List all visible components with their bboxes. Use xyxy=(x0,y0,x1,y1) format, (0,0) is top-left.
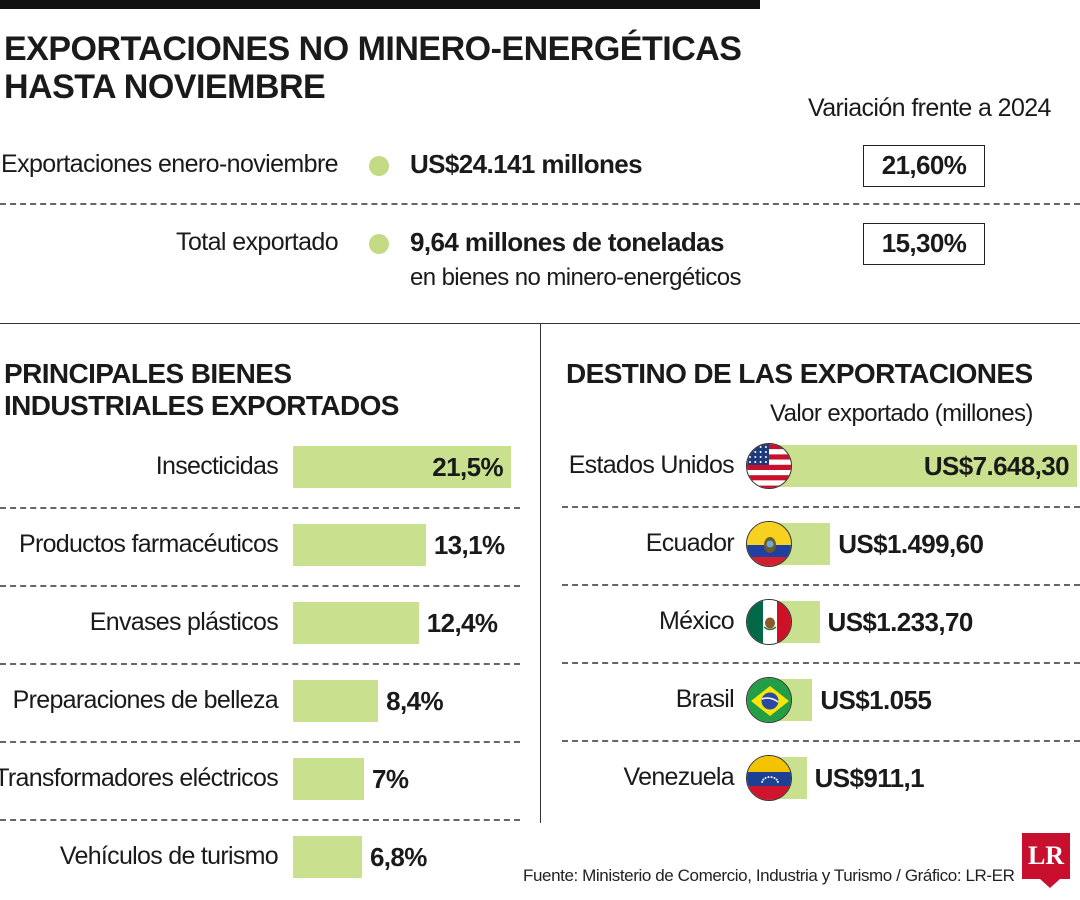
goods-value-label: 6,8% xyxy=(369,842,427,872)
divider xyxy=(0,507,520,509)
lr-logo-tail xyxy=(1040,879,1060,888)
bullet-dot xyxy=(369,156,389,176)
goods-bar xyxy=(293,836,362,878)
goods-value-label: 12,4% xyxy=(426,608,498,638)
goods-bar xyxy=(293,446,511,488)
divider xyxy=(0,203,1080,205)
stat-label-total: Total exportado xyxy=(176,228,339,256)
destination-value-label: US$911,1 xyxy=(814,763,925,793)
goods-title: PRINCIPALES BIENES INDUSTRIALES EXPORTAD… xyxy=(4,358,399,422)
destination-value-label: US$7.648,30 xyxy=(923,451,1070,481)
divider xyxy=(0,819,520,821)
ecuador-flag-icon xyxy=(746,521,792,567)
divider xyxy=(0,663,520,665)
divider xyxy=(0,585,520,587)
source-note: Fuente: Ministerio de Comercio, Industri… xyxy=(523,866,1015,885)
title-line-2: HASTA NOVIEMBRE xyxy=(4,68,326,106)
destination-value-label: US$1.499,60 xyxy=(838,529,984,559)
destination-value-label: US$1.055 xyxy=(820,685,932,715)
goods-title-line-1: PRINCIPALES BIENES xyxy=(4,358,292,389)
stat-value-exports: US$24.141 millones xyxy=(410,149,643,179)
goods-title-line-2: INDUSTRIALES EXPORTADOS xyxy=(4,390,399,421)
goods-bar xyxy=(293,524,426,566)
goods-category-label: Vehículos de turismo xyxy=(59,842,279,870)
destinations-subtitle: Valor exportado (millones) xyxy=(770,400,1033,427)
venezuela-flag-icon xyxy=(746,755,792,801)
destination-value-label: US$1.233,70 xyxy=(827,607,974,637)
brazil-flag-icon xyxy=(746,677,792,723)
goods-value-label: 8,4% xyxy=(386,686,444,716)
usa-flag-icon xyxy=(746,443,792,489)
goods-bar xyxy=(293,602,419,644)
bullet-dot xyxy=(369,234,389,254)
destinations-title: DESTINO DE LAS EXPORTACIONES xyxy=(566,358,1033,389)
goods-category-label: Envases plásticos xyxy=(89,608,279,636)
column-divider xyxy=(540,323,541,823)
divider xyxy=(562,584,1080,586)
destination-country-label: Brasil xyxy=(675,685,735,713)
divider xyxy=(562,506,1080,508)
variation-header: Variación frente a 2024 xyxy=(808,94,1051,122)
lr-logo: LR xyxy=(1022,833,1070,879)
destination-country-label: Ecuador xyxy=(645,529,735,557)
page-title: EXPORTACIONES NO MINERO-ENERGÉTICAS HAST… xyxy=(4,30,742,106)
goods-category-label: Productos farmacéuticos xyxy=(18,530,279,558)
variation-box-total: 15,30% xyxy=(863,223,985,265)
goods-category-label: Transformadores eléctricos xyxy=(0,764,279,792)
title-line-1: EXPORTACIONES NO MINERO-ENERGÉTICAS xyxy=(4,30,742,68)
goods-value-label: 7% xyxy=(371,764,409,794)
top-rule xyxy=(0,0,760,9)
goods-category-label: Insecticidas xyxy=(155,452,279,480)
destination-country-label: Venezuela xyxy=(623,763,735,791)
divider xyxy=(0,741,520,743)
stat-label-exports: Exportaciones enero-noviembre xyxy=(1,150,339,178)
divider xyxy=(562,662,1080,664)
variation-box-exports: 21,60% xyxy=(863,145,985,187)
stat-value-total: 9,64 millones de toneladas xyxy=(410,227,724,257)
stat-sub-total: en bienes no minero-energéticos xyxy=(410,264,742,291)
goods-value-label: 21,5% xyxy=(432,452,503,482)
goods-category-label: Preparaciones de belleza xyxy=(12,686,279,714)
goods-bar xyxy=(293,680,379,722)
destination-country-label: Estados Unidos xyxy=(568,451,735,479)
goods-value-label: 13,1% xyxy=(433,530,505,560)
destination-country-label: México xyxy=(659,607,735,635)
goods-bar xyxy=(293,758,364,800)
mexico-flag-icon xyxy=(746,599,792,645)
divider xyxy=(562,740,1080,742)
destination-bar xyxy=(770,445,1077,487)
